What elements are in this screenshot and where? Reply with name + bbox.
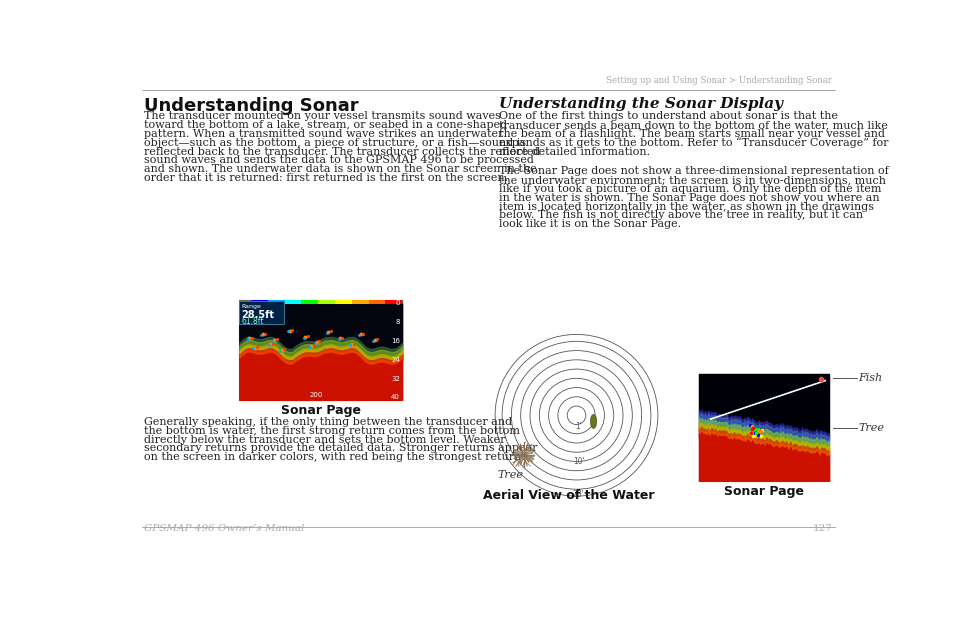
- Bar: [301, 300, 318, 303]
- Text: 127: 127: [812, 524, 831, 533]
- Text: item is located horizontally in the water, as shown in the drawings: item is located horizontally in the wate…: [498, 201, 873, 211]
- Text: 16: 16: [391, 338, 399, 344]
- Text: The transducer mounted on your vessel transmits sound waves: The transducer mounted on your vessel tr…: [144, 111, 500, 121]
- Text: secondary returns provide the detailed data. Stronger returns appear: secondary returns provide the detailed d…: [144, 443, 537, 454]
- Text: the beam of a flashlight. The beam starts small near your vessel and: the beam of a flashlight. The beam start…: [498, 129, 884, 139]
- Ellipse shape: [590, 415, 596, 428]
- Text: reflected back to the transducer. The transducer collects the reflected: reflected back to the transducer. The tr…: [144, 146, 539, 156]
- Text: the bottom is water, the first strong return comes from the bottom: the bottom is water, the first strong re…: [144, 426, 519, 436]
- Text: 24: 24: [391, 357, 399, 363]
- Text: One of the first things to understand about sonar is that the: One of the first things to understand ab…: [498, 111, 837, 121]
- Text: 40: 40: [391, 394, 399, 400]
- Text: and shown. The underwater data is shown on the Sonar screen in the: and shown. The underwater data is shown …: [144, 164, 537, 174]
- Text: on the screen in darker colors, with red being the strongest return.: on the screen in darker colors, with red…: [144, 452, 524, 462]
- Text: like if you took a picture of an aquarium. Only the depth of the item: like if you took a picture of an aquariu…: [498, 184, 881, 194]
- Text: in the water is shown. The Sonar Page does not show you where an: in the water is shown. The Sonar Page do…: [498, 193, 879, 203]
- Text: 200: 200: [309, 392, 322, 398]
- Bar: [239, 302, 284, 324]
- Text: Tree: Tree: [858, 423, 883, 433]
- Text: 28.5ft: 28.5ft: [241, 310, 274, 320]
- Text: Setting up and Using Sonar > Understanding Sonar: Setting up and Using Sonar > Understandi…: [606, 76, 831, 85]
- Text: 8: 8: [395, 319, 399, 325]
- Text: sound waves and sends the data to the GPSMAP 496 to be processed: sound waves and sends the data to the GP…: [144, 155, 534, 166]
- Text: 20': 20': [573, 490, 584, 499]
- Text: 0: 0: [395, 300, 399, 306]
- Text: Fish: Fish: [858, 373, 882, 383]
- Text: directly below the transducer and sets the bottom level. Weaker: directly below the transducer and sets t…: [144, 434, 505, 444]
- Text: object—such as the bottom, a piece of structure, or a fish—sound is: object—such as the bottom, a piece of st…: [144, 138, 526, 148]
- Text: the underwater environment; the screen is in two-dimensions, much: the underwater environment; the screen i…: [498, 175, 885, 185]
- Text: 32: 32: [391, 376, 399, 382]
- Text: Sonar Page: Sonar Page: [723, 485, 803, 498]
- Text: GPSMAP 496 Owner’s Manual: GPSMAP 496 Owner’s Manual: [144, 524, 304, 533]
- Text: Range: Range: [241, 303, 261, 308]
- Bar: [268, 300, 284, 303]
- Text: Sonar Page: Sonar Page: [280, 405, 360, 418]
- Bar: [284, 300, 301, 303]
- Text: expands as it gets to the bottom. Refer to “Transducer Coverage” for: expands as it gets to the bottom. Refer …: [498, 138, 887, 148]
- Text: Tree: Tree: [497, 470, 523, 480]
- Text: The Sonar Page does not show a three-dimensional representation of: The Sonar Page does not show a three-dim…: [498, 166, 888, 176]
- Text: Understanding the Sonar Display: Understanding the Sonar Display: [498, 97, 782, 111]
- Text: 10': 10': [573, 457, 584, 466]
- Text: 1': 1': [575, 422, 581, 431]
- Text: Generally speaking, if the only thing between the transducer and: Generally speaking, if the only thing be…: [144, 417, 512, 427]
- Bar: [239, 300, 402, 400]
- Bar: [318, 300, 335, 303]
- Text: order that it is returned: first returned is the first on the screen.: order that it is returned: first returne…: [144, 173, 508, 183]
- Text: more detailed information.: more detailed information.: [498, 146, 649, 156]
- Text: Understanding Sonar: Understanding Sonar: [144, 97, 358, 116]
- Bar: [251, 300, 268, 303]
- Text: toward the bottom of a lake, stream, or seabed in a cone-shaped: toward the bottom of a lake, stream, or …: [144, 120, 507, 130]
- Text: Aerial View of the Water: Aerial View of the Water: [482, 488, 654, 502]
- Text: pattern. When a transmitted sound wave strikes an underwater: pattern. When a transmitted sound wave s…: [144, 129, 503, 139]
- Text: transducer sends a beam down to the bottom of the water, much like: transducer sends a beam down to the bott…: [498, 120, 887, 130]
- Text: 61.8ft: 61.8ft: [241, 316, 264, 326]
- Bar: [385, 300, 402, 303]
- Bar: [368, 300, 385, 303]
- Bar: [352, 300, 368, 303]
- Text: look like it is on the Sonar Page.: look like it is on the Sonar Page.: [498, 219, 680, 229]
- Text: below. The fish is not directly above the tree in reality, but it can: below. The fish is not directly above th…: [498, 211, 862, 221]
- Bar: [335, 300, 352, 303]
- Bar: [699, 375, 828, 481]
